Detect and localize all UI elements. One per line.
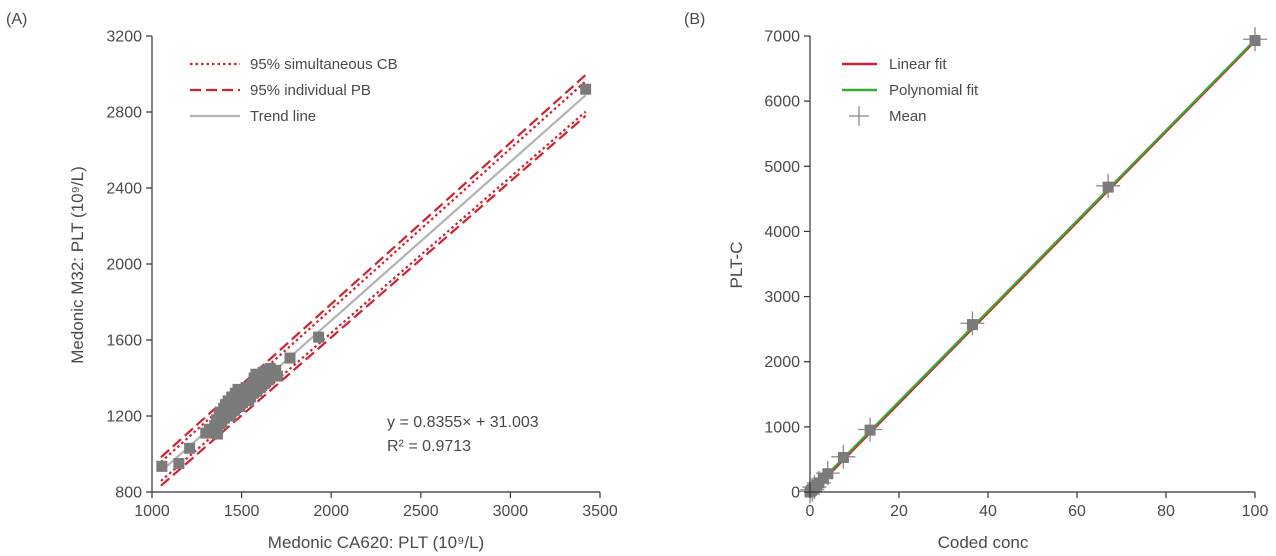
panel-a-y-tick-label: 800 — [115, 485, 142, 502]
legend-label-cb: 95% simultaneous CB — [250, 56, 398, 73]
panel-b-y-tick-label: 2000 — [764, 354, 800, 371]
panel-b-x-tick-label: 40 — [979, 503, 997, 520]
scatter-point — [212, 429, 223, 440]
scatter-point — [580, 84, 591, 95]
panel-b-x-tick-label: 80 — [1157, 503, 1175, 520]
panel-a-x-tick-label: 1000 — [134, 503, 170, 520]
scatter-point — [284, 353, 295, 364]
panel-a-x-tick-label: 1500 — [224, 503, 260, 520]
scatter-point — [1103, 182, 1114, 193]
r-squared: R² = 0.9713 — [387, 438, 471, 455]
panel-a-y-tick-label: 2000 — [106, 257, 142, 274]
panel-a-x-tick-label: 2000 — [313, 503, 349, 520]
panel-b-x-tick-label: 20 — [890, 503, 908, 520]
polynomial-fit-line — [810, 40, 1255, 492]
panel-b-x-tick-label: 100 — [1242, 503, 1269, 520]
scatter-point — [313, 332, 324, 343]
panel-a-axes: 1000 1500 2000 2500 3000 3500 800 1200 1600 2000 2… — [106, 29, 617, 521]
panel-a-y-tick-label: 3200 — [106, 29, 142, 46]
scatter-point — [1250, 35, 1261, 46]
legend-label-pb: 95% individual PB — [250, 82, 371, 99]
panel-a-y-tick-label: 2800 — [106, 105, 142, 122]
panel-b-x-tick-label: 0 — [806, 503, 815, 520]
panel-b-y-tick-label: 4000 — [764, 224, 800, 241]
scatter-point — [272, 371, 283, 382]
panel-a-y-tick-label: 1200 — [106, 409, 142, 426]
scatter-point — [838, 452, 849, 463]
scatter-point — [184, 443, 195, 454]
panel-a: (A) 1000 1500 2000 2500 3000 3500 800 1200 1600 2… — [6, 11, 618, 552]
panel-a-x-axis-label: Medonic CA620: PLT (10⁹/L) — [268, 533, 484, 552]
panel-a-x-tick-label: 3000 — [493, 503, 529, 520]
panel-b-fit-lines — [810, 40, 1255, 494]
panel-a-legend: 95% simultaneous CB 95% individual PB Tr… — [190, 56, 398, 125]
panel-b-y-tick-label: 6000 — [764, 94, 800, 111]
scatter-point — [156, 461, 167, 472]
scatter-point — [865, 425, 876, 436]
panel-b-x-tick-label: 60 — [1068, 503, 1086, 520]
panel-b-y-tick-label: 7000 — [764, 29, 800, 46]
panel-b-y-axis-label: PLT-C — [727, 242, 746, 289]
scatter-point — [822, 468, 833, 479]
legend-label-trend: Trend line — [250, 108, 316, 125]
panel-b-y-tick-label: 5000 — [764, 159, 800, 176]
panel-a-y-tick-label: 1600 — [106, 333, 142, 350]
panel-a-x-tick-label: 2500 — [403, 503, 439, 520]
equation-line: y = 0.8355× + 31.003 — [387, 414, 539, 431]
panel-b-y-tick-label: 1000 — [764, 419, 800, 436]
panel-a-y-tick-label: 2400 — [106, 181, 142, 198]
panel-b: (B) 0 20 40 60 80 100010002000300040005000600… — [684, 11, 1268, 552]
legend-label-linear: Linear fit — [889, 56, 947, 73]
panel-a-y-axis-label: Medonic M32: PLT (10⁹/L) — [68, 166, 87, 364]
panel-b-x-axis-label: Coded conc — [938, 533, 1029, 552]
panel-b-y-tick-label: 3000 — [764, 289, 800, 306]
legend-label-mean: Mean — [889, 108, 927, 125]
panel-a-label: (A) — [6, 11, 27, 28]
legend-label-poly: Polynomial fit — [889, 82, 979, 99]
panel-b-legend: Linear fit Polynomial fit Mean — [842, 56, 979, 126]
scatter-point — [967, 319, 978, 330]
panel-b-label: (B) — [684, 11, 705, 28]
panel-a-x-tick-label: 3500 — [582, 503, 618, 520]
panel-b-y-tick-label: 0 — [791, 485, 800, 502]
scatter-point — [173, 458, 184, 469]
